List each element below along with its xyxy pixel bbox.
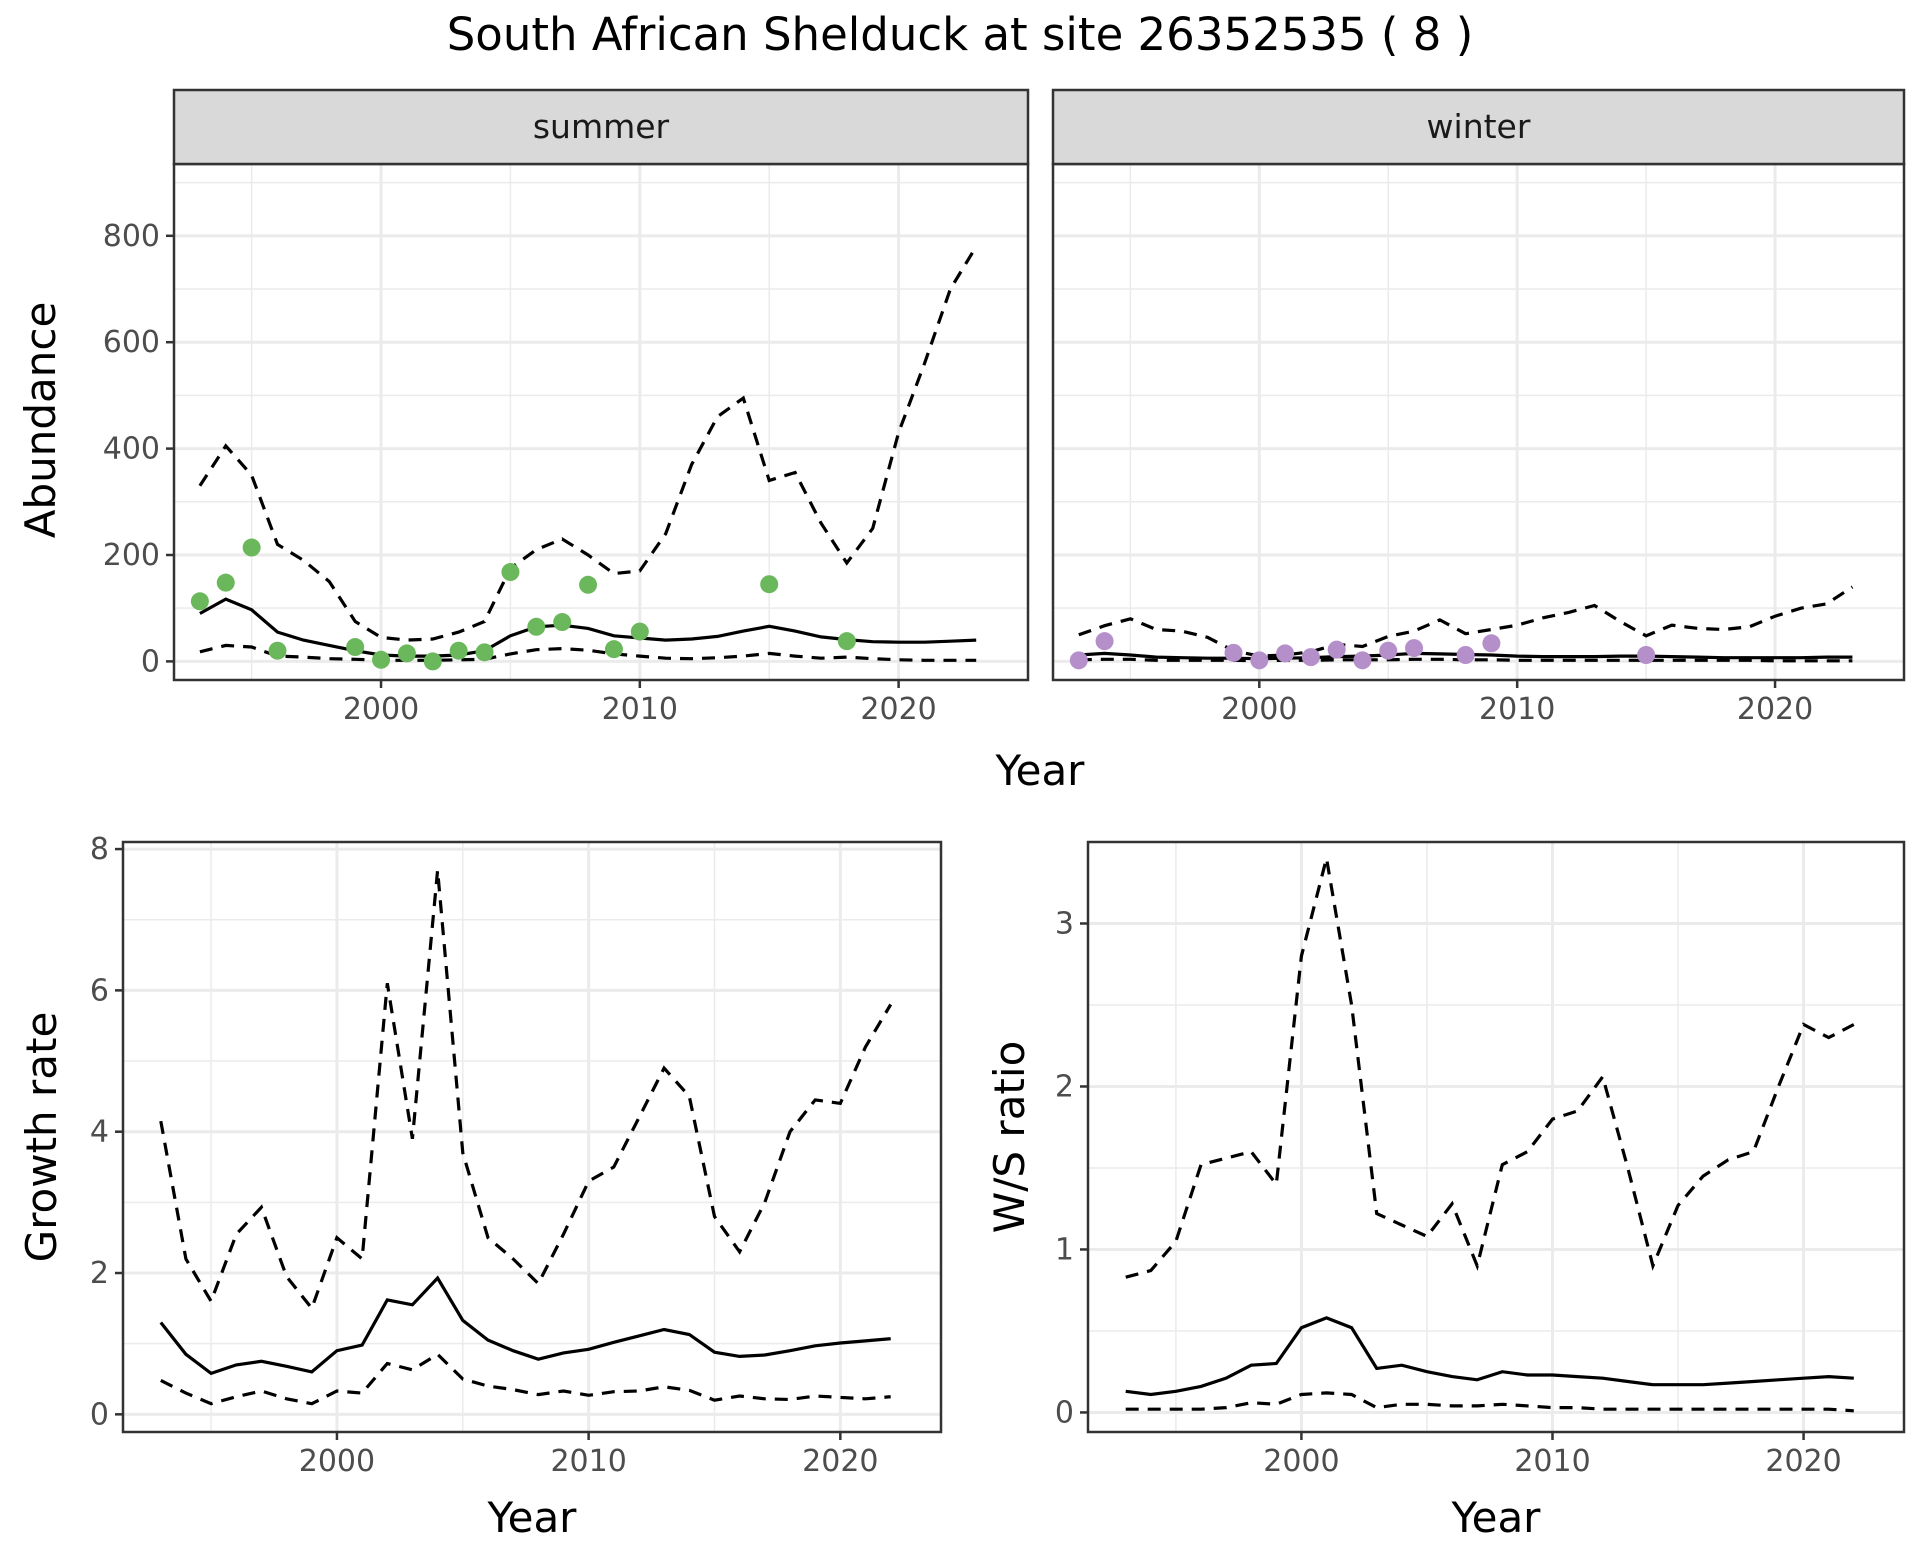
summer-y-tick-label: 600 — [103, 325, 160, 360]
summer-observed-point — [579, 575, 598, 594]
summer-observed-point — [630, 622, 649, 641]
summer-plot-background — [174, 164, 1028, 680]
summer-observed-point — [242, 538, 261, 557]
panel-abundance-summer: summer 2000 2010 2020 0 200 400 600 800 — [103, 88, 1030, 727]
ws-lower-ci-line — [1125, 1391, 1854, 1413]
ws-y-tick-label: 3 — [1055, 906, 1074, 941]
summer-observed-point — [346, 638, 365, 657]
winter-x-tick-label: 2000 — [1221, 692, 1297, 727]
winter-upper-ci-line — [1078, 585, 1854, 658]
summer-y-tick-label: 0 — [141, 644, 160, 679]
winter-observed-point — [1379, 641, 1398, 660]
figure-title: South African Shelduck at site 26352535 … — [447, 8, 1474, 61]
winter-observed-point — [1301, 648, 1320, 667]
abundance-y-axis-title: Abundance — [16, 302, 65, 539]
winter-observed-point — [1327, 640, 1346, 659]
growth-upper-ci-line — [159, 870, 893, 1312]
summer-observed-point — [397, 644, 416, 663]
ws-y-axis-title: W/S ratio — [985, 1041, 1034, 1234]
summer-strip — [172, 88, 1030, 166]
summer-observed-point — [604, 640, 623, 659]
ws-panel-border — [1086, 840, 1906, 1434]
summer-observed-point — [837, 632, 856, 651]
summer-observed-point — [372, 650, 391, 669]
ws-y-tick-label: 1 — [1055, 1232, 1074, 1267]
summer-x-tick-label: 2020 — [860, 692, 936, 727]
growth-plot-background — [123, 842, 941, 1432]
summer-observed-point — [527, 617, 546, 636]
summer-x-tick-label: 2010 — [602, 692, 678, 727]
winter-strip-label: winter — [1427, 107, 1531, 146]
summer-y-tick-label: 800 — [103, 219, 160, 254]
winter-observed-point — [1482, 634, 1501, 653]
ws-estimate-line — [1125, 1316, 1854, 1397]
summer-observed-point — [553, 613, 572, 632]
growth-panel-border — [121, 840, 943, 1434]
growth-x-axis-title: Year — [487, 1493, 578, 1542]
summer-upper-ci-line — [198, 245, 978, 642]
growth-y-tick-label: 8 — [90, 832, 109, 867]
winter-observed-point — [1069, 651, 1088, 670]
summer-observed-point — [190, 592, 209, 611]
summer-observed-point — [216, 573, 235, 592]
ws-y-tick-label: 0 — [1055, 1395, 1074, 1430]
summer-observed-point — [475, 643, 494, 662]
summer-observed-point — [760, 575, 779, 594]
growth-x-tick-label: 2020 — [802, 1444, 878, 1479]
ws-plot-background — [1088, 842, 1904, 1432]
winter-observed-point — [1276, 644, 1295, 663]
winter-x-tick-label: 2010 — [1479, 692, 1555, 727]
growth-y-tick-label: 0 — [90, 1397, 109, 1432]
winter-observed-point — [1456, 645, 1475, 664]
growth-y-tick-label: 2 — [90, 1256, 109, 1291]
growth-y-tick-label: 4 — [90, 1115, 109, 1150]
summer-strip-label: summer — [533, 107, 670, 146]
growth-lower-ci-line — [160, 1352, 891, 1406]
winter-observed-point — [1250, 651, 1269, 670]
winter-x-tick-label: 2020 — [1737, 692, 1813, 727]
ws-x-tick-label: 2020 — [1765, 1444, 1841, 1479]
abundance-x-axis-title: Year — [995, 746, 1086, 795]
summer-x-tick-label: 2000 — [343, 692, 419, 727]
ws-y-tick-label: 2 — [1055, 1069, 1074, 1104]
winter-observed-point — [1637, 645, 1656, 664]
panel-growth-rate: 2000 2010 2020 0 2 4 6 8 Year Growth rate — [17, 832, 943, 1542]
winter-observed-point — [1224, 643, 1243, 662]
winter-observed-point — [1405, 639, 1424, 658]
summer-observed-point — [423, 652, 442, 671]
growth-x-tick-label: 2010 — [550, 1444, 626, 1479]
summer-observed-point — [449, 641, 468, 660]
summer-y-tick-label: 200 — [103, 538, 160, 573]
summer-y-tick-label: 400 — [103, 432, 160, 467]
winter-strip — [1051, 88, 1906, 166]
panel-abundance-winter: winter 2000 2010 2020 — [1051, 88, 1906, 727]
winter-observed-point — [1095, 632, 1114, 651]
winter-observed-point — [1353, 651, 1372, 670]
ws-x-axis-title: Year — [1451, 1493, 1542, 1542]
ws-x-tick-label: 2010 — [1514, 1444, 1590, 1479]
winter-plot-background — [1053, 164, 1904, 680]
summer-observed-point — [501, 563, 520, 582]
ws-x-tick-label: 2000 — [1263, 1444, 1339, 1479]
summer-observed-point — [268, 641, 287, 660]
growth-y-axis-title: Growth rate — [17, 1012, 66, 1263]
growth-x-tick-label: 2000 — [299, 1444, 375, 1479]
growth-estimate-line — [159, 1275, 891, 1376]
growth-y-tick-label: 6 — [90, 973, 109, 1008]
panel-ws-ratio: 2000 2010 2020 0 1 2 3 Year W/S ratio — [985, 840, 1906, 1542]
